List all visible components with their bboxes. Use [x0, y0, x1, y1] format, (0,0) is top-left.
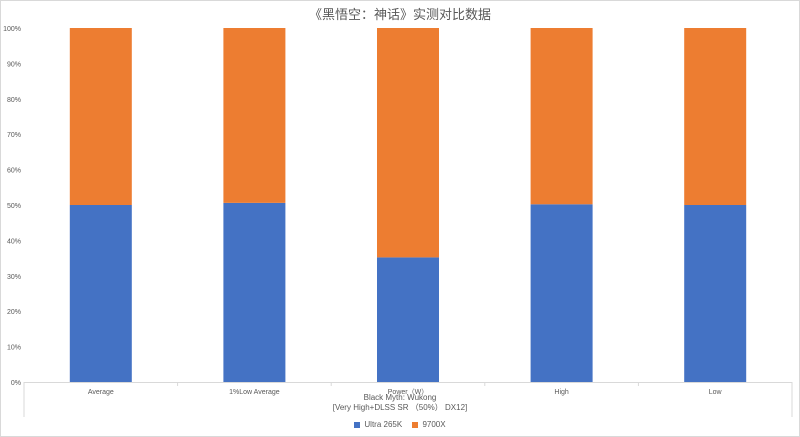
legend: Ultra 265K 9700X [0, 420, 800, 430]
y-tick-label: 60% [7, 168, 21, 175]
y-tick-label: 10% [7, 345, 21, 352]
y-tick-label: 90% [7, 61, 21, 68]
y-tick-label: 70% [7, 132, 21, 139]
bar-series-2 [530, 28, 593, 205]
x-tick-label: Low [709, 389, 723, 396]
bar-series-1 [377, 257, 439, 382]
legend-swatch-series-1 [354, 421, 361, 428]
bar-series-1 [69, 205, 132, 382]
y-tick-label: 50% [7, 203, 21, 210]
legend-item-series-1: Ultra 265K [354, 420, 402, 429]
y-tick-label: 0% [11, 380, 21, 387]
legend-label-series-1: Ultra 265K [364, 420, 403, 429]
x-tick-label: Power（W） [388, 388, 428, 396]
y-tick-label: 100% [3, 26, 21, 33]
bar-series-2 [684, 28, 747, 205]
y-tick-label: 80% [7, 97, 21, 104]
chart-title: 《黑悟空：神话》实测对比数据 [308, 7, 491, 22]
bar-series-2 [223, 28, 286, 203]
group-label-line2: [Very High+DLSS SR （50%） DX12] [332, 403, 468, 412]
bar-series-1 [530, 204, 593, 382]
x-tick-label: Average [88, 389, 114, 396]
x-tick-label: 1%Low Average [229, 389, 280, 396]
legend-label-series-2: 9700X [422, 420, 446, 429]
bar-series-2 [69, 28, 132, 205]
y-tick-label: 40% [7, 238, 21, 245]
bar-series-2 [377, 28, 439, 258]
x-tick-label: High [554, 389, 569, 396]
group-label-line1: Black Myth: Wukong [363, 393, 437, 402]
legend-item-series-2: 9700X [412, 420, 446, 429]
y-tick-label: 20% [7, 309, 21, 316]
x-axis-group-label: Black Myth: Wukong [Very High+DLSS SR （5… [0, 393, 800, 413]
bar-series-1 [223, 202, 286, 382]
bar-series-1 [684, 205, 747, 382]
legend-swatch-series-2 [412, 421, 419, 428]
y-tick-label: 30% [7, 274, 21, 281]
